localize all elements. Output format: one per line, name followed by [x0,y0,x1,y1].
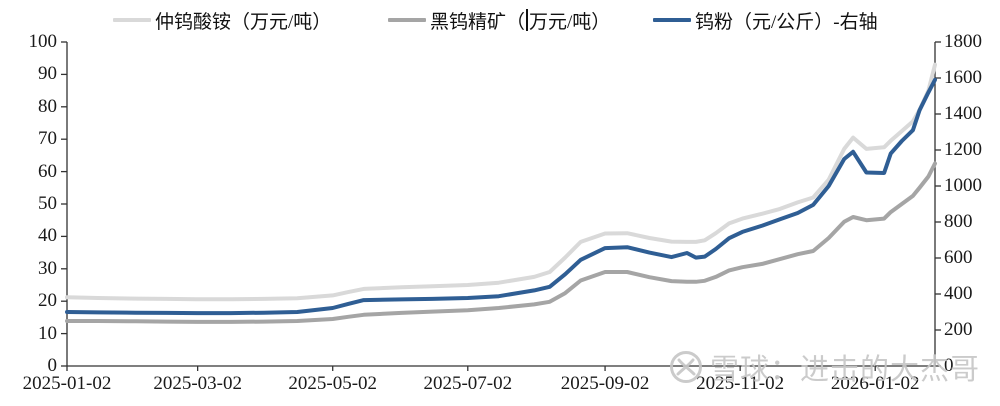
legend-swatch-icon [388,18,426,22]
legend-label: 黑钨精矿（ [430,11,526,33]
right-axis-tick-label: 1400 [944,103,982,124]
x-axis-tick-label: 2025-09-02 [560,373,650,394]
legend-label: 钨粉（元/公斤）-右轴 [695,11,878,33]
left-axis-tick-label: 80 [38,95,57,117]
left-axis-tick-label: 10 [38,322,57,344]
x-axis-tick-label: 2025-05-02 [288,373,378,394]
right-axis-tick-label: 1800 [944,31,982,52]
legend-item-2[interactable]: 黑钨精矿（ 万元/吨） [388,6,610,34]
left-axis-tick-label: 50 [38,193,57,214]
legend-label: 仲钨酸铵（万元/吨） [155,11,332,33]
series-line-2 [65,161,937,324]
series-line-3 [65,77,937,316]
left-axis-tick-label: 20 [38,290,57,312]
right-axis-tick-label: 1200 [944,139,982,160]
right-axis-tick-label: 600 [944,247,973,268]
x-axis-tick-label: 2026-01-02 [830,373,920,394]
x-axis-tick-label: 2025-03-02 [153,373,242,394]
left-axis-tick-label: 30 [38,257,57,279]
chart-legend: 仲钨酸铵（万元/吨） 黑钨精矿（ 万元/吨） 钨粉（元/公斤）-右轴 [0,6,1000,36]
right-axis-tick-label: 1000 [944,175,982,196]
legend-swatch-icon [113,18,151,22]
right-axis-tick-label: 200 [944,319,973,340]
left-axis-tick-label: 0 [47,355,58,376]
x-axis-tick-label: 2025-11-02 [696,373,785,394]
left-axis-tick-label: 100 [28,31,58,52]
text-cursor [526,9,529,31]
left-axis-tick-label: 70 [38,128,57,150]
right-axis-tick-label: 0 [944,355,954,376]
x-axis-tick-label: 2025-07-02 [423,373,513,394]
legend-item-3: 钨粉（元/公斤）-右轴 [653,6,878,34]
x-axis-tick-label: 2025-01-02 [22,373,112,394]
legend-item-1: 仲钨酸铵（万元/吨） [113,6,331,34]
left-axis-tick-label: 60 [38,160,57,182]
legend-swatch-icon [653,18,691,22]
left-axis-tick-label: 40 [38,225,57,247]
legend-label: 万元/吨） [529,11,611,33]
right-axis-tick-label: 400 [944,283,973,304]
series-line-1 [65,62,937,302]
right-axis-tick-label: 800 [944,211,973,232]
right-axis-tick-label: 1600 [944,67,982,88]
left-axis-tick-label: 90 [38,63,57,85]
